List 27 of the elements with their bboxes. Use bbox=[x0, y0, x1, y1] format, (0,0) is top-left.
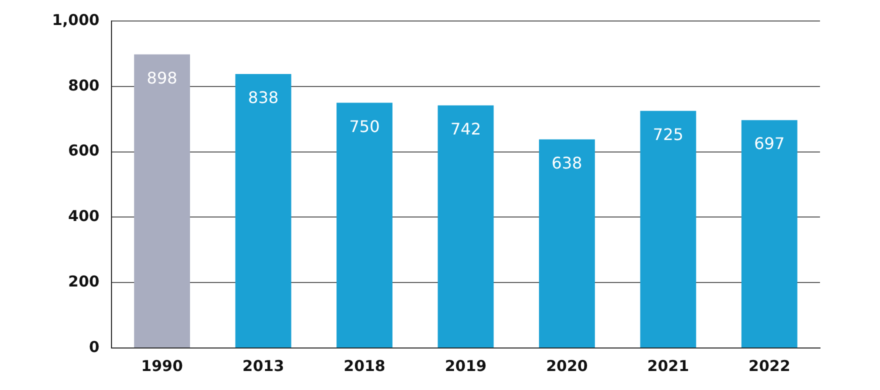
x-tick-label: 2018 bbox=[344, 356, 386, 375]
data-label: 725 bbox=[652, 125, 684, 144]
bar bbox=[134, 54, 190, 348]
data-label: 838 bbox=[248, 88, 279, 108]
x-tick-label: 2021 bbox=[647, 356, 690, 375]
bar bbox=[640, 110, 696, 348]
y-tick-label: 400 bbox=[68, 207, 100, 226]
bar bbox=[538, 139, 595, 348]
bar bbox=[741, 120, 798, 348]
x-tick-label: 1990 bbox=[141, 356, 183, 375]
bar bbox=[235, 74, 292, 348]
y-tick-label: 200 bbox=[68, 272, 100, 290]
bar bbox=[336, 102, 392, 348]
x-tick-label: 2020 bbox=[546, 356, 588, 375]
data-label: 638 bbox=[552, 154, 582, 173]
x-tick-label: 2022 bbox=[748, 356, 790, 375]
data-label: 898 bbox=[146, 68, 178, 88]
bar bbox=[438, 105, 494, 348]
y-tick-label: 800 bbox=[68, 76, 100, 94]
x-tick-label: 2013 bbox=[242, 356, 284, 375]
data-label: 697 bbox=[754, 134, 785, 154]
y-tick-label: 1,000 bbox=[52, 10, 100, 29]
x-tick-label: 2019 bbox=[444, 356, 487, 375]
data-label: 742 bbox=[450, 120, 481, 139]
y-tick-label: 0 bbox=[89, 338, 100, 356]
y-tick-label: 600 bbox=[68, 142, 100, 160]
data-label: 750 bbox=[349, 116, 380, 136]
